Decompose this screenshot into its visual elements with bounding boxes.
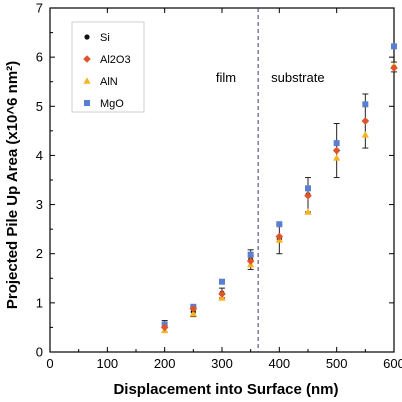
y-tick-label: 2 xyxy=(36,246,43,261)
data-point-mgo xyxy=(219,278,225,285)
x-tick-label: 500 xyxy=(326,356,348,371)
data-point-al2o3 xyxy=(189,304,198,313)
data-point-al2o3 xyxy=(304,191,312,200)
data-point-al2o3 xyxy=(390,64,398,72)
y-axis-title: Projected Pile Up Area (x10^6 nm²) xyxy=(4,61,21,309)
data-point-al2o3 xyxy=(361,117,370,125)
data-point-al2o3 xyxy=(246,257,255,265)
legend-label: AlN xyxy=(100,76,118,88)
data-point-al2o3 xyxy=(332,146,341,155)
data-point-mgo xyxy=(333,140,340,147)
y-tick-label: 5 xyxy=(36,99,43,114)
data-point-aln xyxy=(361,130,369,138)
legend-label: Al2O3 xyxy=(100,54,131,66)
y-tick-label: 0 xyxy=(36,345,43,360)
legend-marker-aln xyxy=(83,77,91,84)
data-point-al2o3 xyxy=(218,290,226,298)
legend-label: Si xyxy=(100,32,110,44)
data-point-mgo xyxy=(305,185,311,192)
substrate-label: substrate xyxy=(271,70,324,85)
data-point-mgo xyxy=(247,251,254,258)
y-tick-label: 4 xyxy=(36,148,43,163)
data-point-aln xyxy=(333,154,341,161)
legend-label: MgO xyxy=(100,98,124,110)
y-tick-label: 3 xyxy=(36,197,43,212)
film-label: film xyxy=(216,70,236,85)
legend-marker-al2o3 xyxy=(83,55,91,63)
data-point-aln xyxy=(189,309,197,317)
legend-marker-si xyxy=(84,34,90,40)
x-tick-label: 300 xyxy=(211,356,233,371)
x-tick-label: 600 xyxy=(383,356,402,371)
y-tick-label: 6 xyxy=(36,50,43,65)
data-point-al2o3 xyxy=(160,323,169,332)
y-tick-label: 7 xyxy=(36,1,43,16)
data-point-mgo xyxy=(362,101,369,108)
legend-box xyxy=(71,21,145,113)
y-tick-label: 1 xyxy=(36,295,43,310)
data-point-mgo xyxy=(276,221,283,228)
data-point-aln xyxy=(304,208,312,215)
legend-marker-mgo xyxy=(84,100,90,106)
x-tick-label: 0 xyxy=(46,356,53,371)
x-tick-label: 200 xyxy=(154,356,176,371)
data-point-al2o3 xyxy=(275,232,284,241)
x-axis-title: Displacement into Surface (nm) xyxy=(113,381,338,398)
x-tick-label: 100 xyxy=(96,356,118,371)
x-tick-label: 400 xyxy=(268,356,290,371)
data-point-mgo xyxy=(391,43,397,50)
